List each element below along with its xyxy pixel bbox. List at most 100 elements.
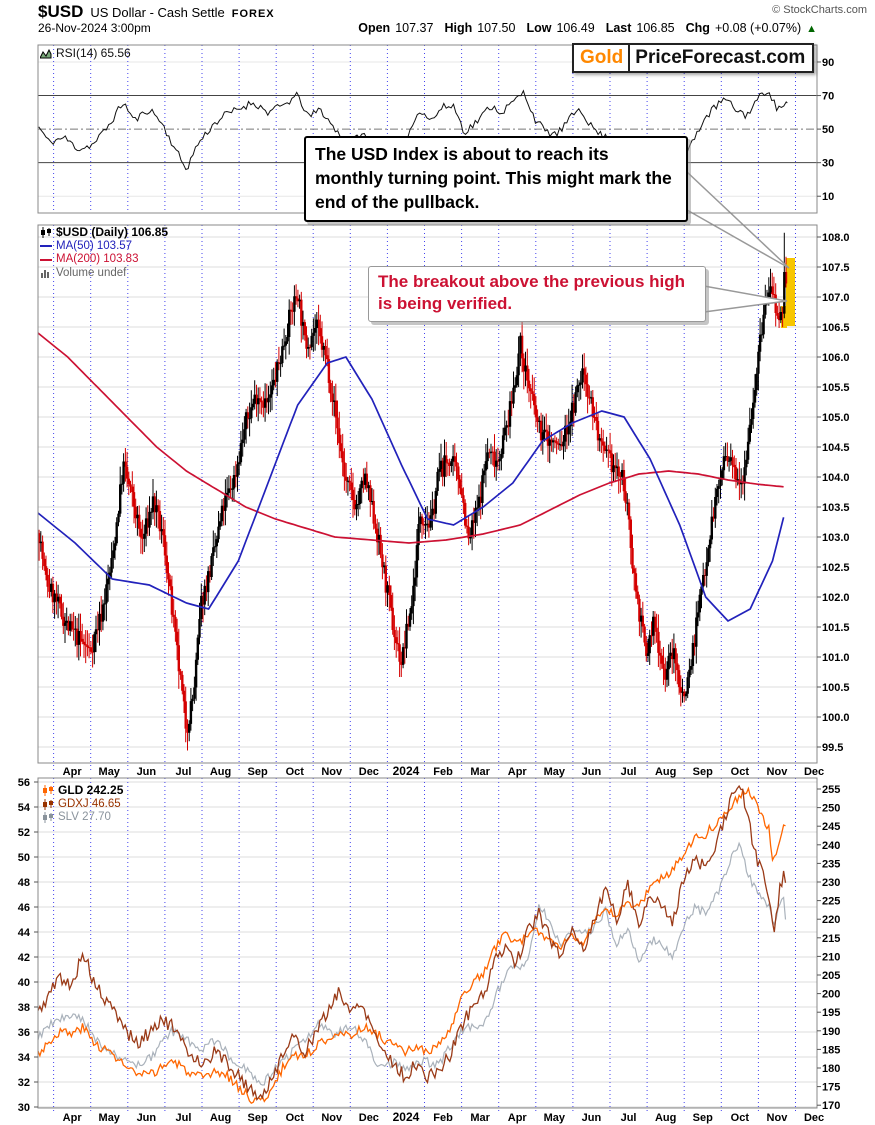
svg-text:230: 230 (822, 877, 840, 889)
svg-text:235: 235 (822, 858, 840, 870)
svg-text:Oct: Oct (286, 766, 305, 778)
down-candle-bodies (37, 272, 788, 733)
svg-text:Nov: Nov (767, 1112, 789, 1124)
ma200-line-group (37, 332, 784, 544)
svg-text:50: 50 (822, 124, 834, 136)
main-legend-volume: Volume undef (56, 266, 127, 279)
svg-text:Sep: Sep (693, 1112, 713, 1124)
metals-right-y-axis: 255 250 245 240 235 230 225 220 215 210 205 200 195 1… (817, 784, 840, 1112)
svg-text:215: 215 (822, 933, 840, 945)
svg-text:Dec: Dec (804, 1112, 824, 1124)
svg-text:Jul: Jul (621, 766, 637, 778)
last-value: 106.85 (636, 21, 675, 35)
up-candle-bodies (39, 272, 786, 733)
rsi-legend-label: RSI(14) 65.56 (56, 46, 131, 60)
symbol: $USD (38, 2, 84, 21)
logo-gold-text: Gold (574, 45, 631, 71)
svg-text:Oct: Oct (731, 1112, 750, 1124)
symbol-name: US Dollar - Cash Settle (90, 5, 225, 20)
main-legend-ma200: MA(200) 103.83 (56, 253, 139, 265)
ma200-line (37, 332, 784, 544)
gdxj-candle-icon (43, 798, 53, 810)
svg-text:105.5: 105.5 (822, 382, 850, 394)
header-title-row: $USD US Dollar - Cash Settle FOREX (38, 2, 838, 22)
svg-text:100.5: 100.5 (822, 682, 850, 694)
svg-text:44: 44 (18, 927, 31, 939)
callout-wedge-1 (686, 170, 790, 269)
svg-text:Nov: Nov (767, 766, 789, 778)
svg-text:Aug: Aug (210, 1112, 231, 1124)
header-quote-row: 26-Nov-2024 3:00pm Open 107.37 High 107.50… (38, 21, 817, 35)
svg-text:107.5: 107.5 (822, 262, 850, 274)
svg-text:70: 70 (822, 91, 834, 103)
svg-text:195: 195 (822, 1007, 840, 1019)
svg-text:Mar: Mar (470, 1112, 490, 1124)
svg-text:46: 46 (18, 902, 30, 914)
svg-text:Dec: Dec (359, 1112, 379, 1124)
main-legend-usd: $USD (Daily) 106.85 (56, 225, 169, 239)
annotation-turning-point: The USD Index is about to reach its mont… (304, 136, 688, 223)
svg-text:Jul: Jul (621, 1112, 637, 1124)
high-value: 107.50 (477, 21, 516, 35)
svg-text:Nov: Nov (321, 1112, 343, 1124)
svg-text:185: 185 (822, 1044, 840, 1056)
svg-text:104.0: 104.0 (822, 472, 850, 484)
ma50-line-icon (40, 245, 52, 248)
gld-line (37, 786, 786, 1105)
volume-bars-icon (41, 270, 49, 279)
ma200-line-icon (40, 258, 52, 261)
metals-legend-gld: GLD 242.25 (58, 783, 124, 797)
slv-line-group (37, 841, 787, 1086)
svg-text:190: 190 (822, 1026, 840, 1038)
svg-text:56: 56 (18, 777, 30, 789)
open-label: Open (358, 21, 391, 35)
svg-text:Aug: Aug (655, 766, 676, 778)
svg-text:245: 245 (822, 821, 840, 833)
main-legend: $USD (Daily) 106.85 MA(50) 103.57 MA(200… (40, 225, 169, 280)
low-label: Low (526, 21, 552, 35)
svg-text:2024: 2024 (393, 764, 420, 778)
gdxj-line (37, 784, 787, 1102)
ma50-line-group (37, 355, 785, 623)
svg-text:2024: 2024 (393, 1110, 420, 1124)
svg-text:May: May (544, 766, 566, 778)
low-value: 106.49 (556, 21, 595, 35)
svg-text:52: 52 (18, 827, 30, 839)
main-y-axis: 108.0 107.5 107.0 106.5 106.0 105.5 105.0 104.5… (817, 232, 850, 754)
svg-text:Nov: Nov (321, 766, 343, 778)
svg-text:102.0: 102.0 (822, 592, 850, 604)
svg-text:Jun: Jun (137, 766, 157, 778)
svg-text:Aug: Aug (210, 766, 231, 778)
svg-text:104.5: 104.5 (822, 442, 850, 454)
svg-text:103.0: 103.0 (822, 532, 850, 544)
svg-text:38: 38 (18, 1002, 30, 1014)
ma50-line (37, 355, 785, 623)
svg-text:42: 42 (18, 952, 30, 964)
slv-line (37, 841, 787, 1086)
usd-candles (37, 232, 788, 751)
svg-text:101.0: 101.0 (822, 652, 850, 664)
chg-up-arrow-icon: ▲ (806, 23, 817, 35)
svg-text:50: 50 (18, 852, 30, 864)
svg-text:30: 30 (822, 158, 834, 170)
svg-text:Jul: Jul (175, 1112, 191, 1124)
svg-text:108.0: 108.0 (822, 232, 850, 244)
svg-text:106.5: 106.5 (822, 322, 850, 334)
svg-text:Oct: Oct (286, 1112, 305, 1124)
svg-text:107.0: 107.0 (822, 292, 850, 304)
svg-text:180: 180 (822, 1063, 840, 1075)
annotation-breakout: The breakout above the previous high is … (368, 266, 706, 322)
svg-text:Aug: Aug (655, 1112, 676, 1124)
svg-text:Mar: Mar (470, 766, 490, 778)
goldpriceforecast-logo[interactable]: Gold PriceForecast.com (572, 43, 815, 73)
metals-legend-slv: SLV 27.70 (58, 811, 111, 823)
svg-text:May: May (544, 1112, 566, 1124)
callout-wedges (686, 170, 790, 313)
svg-text:105.0: 105.0 (822, 412, 850, 424)
svg-text:34: 34 (18, 1052, 31, 1064)
svg-text:225: 225 (822, 896, 840, 908)
main-legend-ma50: MA(50) 103.57 (56, 239, 133, 252)
svg-text:Jun: Jun (582, 1112, 602, 1124)
